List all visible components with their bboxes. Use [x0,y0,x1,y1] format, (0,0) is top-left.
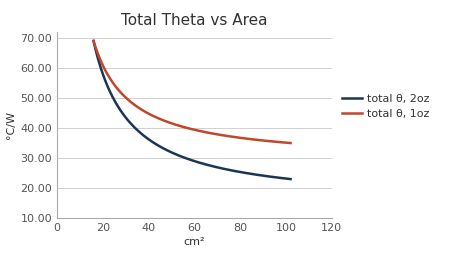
total θ, 1oz [208,132,214,135]
total θ, 1oz [252,138,258,141]
total θ, 2oz [185,157,191,161]
total θ, 2oz [91,39,96,43]
total θ, 2oz [208,164,214,167]
total θ, 1oz [197,130,203,133]
Line: total θ, 1oz: total θ, 1oz [93,41,291,143]
total θ, 1oz [184,126,190,130]
Y-axis label: °C/W: °C/W [6,111,16,139]
Line: total θ, 2oz: total θ, 2oz [93,41,291,179]
total θ, 1oz [185,127,191,130]
total θ, 2oz [252,173,258,176]
Legend: total θ, 2oz, total θ, 1oz: total θ, 2oz, total θ, 1oz [337,89,434,124]
Title: Total Theta vs Area: Total Theta vs Area [121,13,268,28]
total θ, 1oz [91,39,96,43]
X-axis label: cm²: cm² [183,237,205,247]
total θ, 2oz [288,177,293,181]
total θ, 1oz [283,141,289,144]
total θ, 2oz [184,157,190,160]
total θ, 2oz [283,177,289,180]
total θ, 2oz [197,161,203,164]
total θ, 1oz [288,142,293,145]
